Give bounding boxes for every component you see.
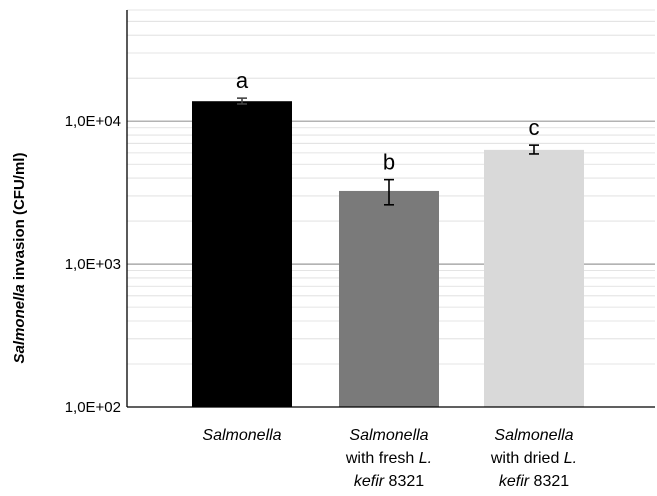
significance-label: a <box>236 68 249 93</box>
bar <box>339 190 439 407</box>
x-category-label: Salmonella with dried L. kefir 8321 <box>490 427 577 490</box>
bar <box>192 101 292 407</box>
y-tick-label: 1,0E+03 <box>65 256 121 273</box>
category-labels: Salmonella Salmonella with fresh L. kefir 8… <box>202 427 577 490</box>
y-axis-label-italic: Salmonella <box>11 284 28 363</box>
error-bar <box>529 144 539 155</box>
y-tick-labels: 1,0E+02 1,0E+03 1,0E+04 <box>65 113 121 416</box>
bars <box>192 101 584 408</box>
error-bars <box>237 97 539 206</box>
y-axis-label-rest: invasion (CFU/ml) <box>11 153 28 285</box>
y-axis-label: Salmonella invasion (CFU/ml) <box>11 153 28 364</box>
y-tick-label: 1,0E+02 <box>65 399 121 416</box>
significance-labels: a b c <box>236 68 540 174</box>
error-bar <box>237 97 247 105</box>
x-category-label: Salmonella <box>202 427 281 444</box>
error-bar <box>384 178 394 206</box>
x-category-label: Salmonella with fresh L. kefir 8321 <box>345 427 432 490</box>
significance-label: c <box>529 115 540 140</box>
y-tick-label: 1,0E+04 <box>65 113 121 130</box>
bar <box>484 149 584 408</box>
significance-label: b <box>383 150 395 175</box>
